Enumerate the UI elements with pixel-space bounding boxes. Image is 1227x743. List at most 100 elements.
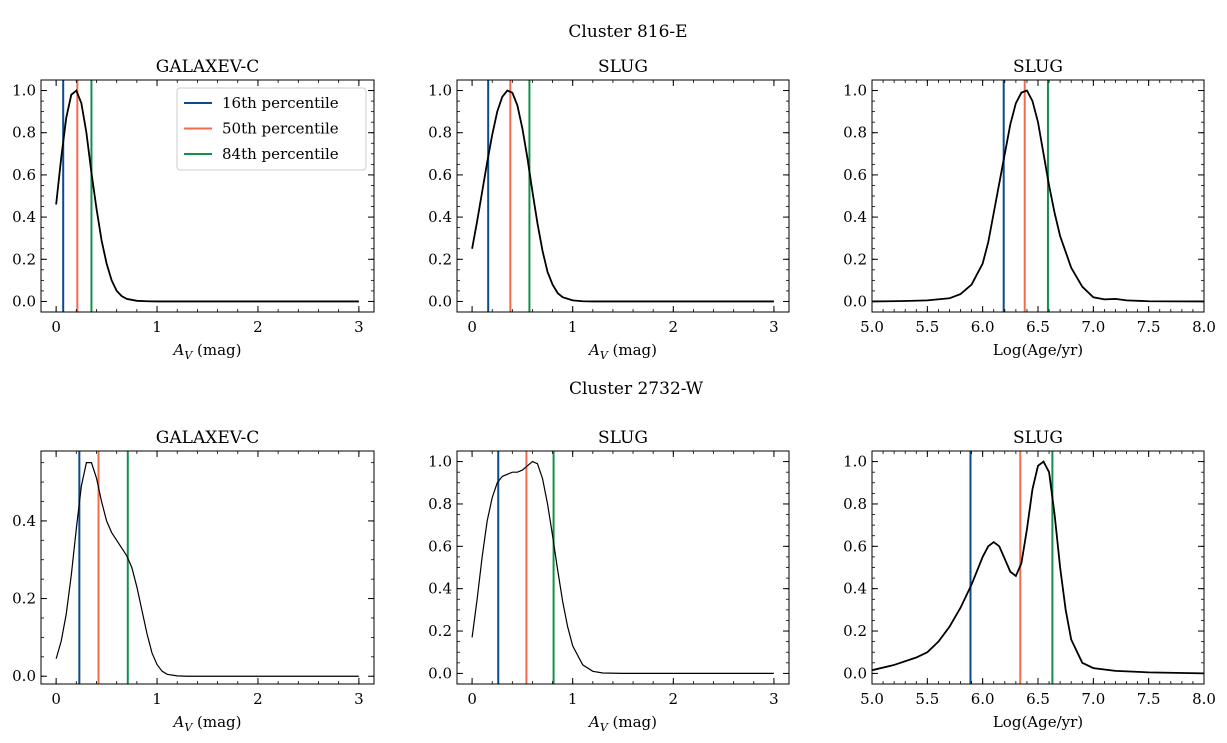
x-tick-label: 1 xyxy=(152,318,162,336)
y-tick-label: 0.0 xyxy=(428,292,452,310)
legend-label-p16: 16th percentile xyxy=(222,94,339,112)
subplot-title: GALAXEV-C xyxy=(156,428,259,448)
y-tick-label: 0.8 xyxy=(12,124,36,142)
x-tick-label: 2 xyxy=(669,318,679,336)
y-tick-label: 1.0 xyxy=(428,453,452,471)
axes-frame xyxy=(456,450,790,685)
plot-grid: GALAXEV-C 0 1 2 3 0.0 0.2 0.4 0.6 0.8 1.0 AV (mag) 1… xyxy=(12,57,1216,734)
pdf-curve xyxy=(55,89,359,303)
y-tick-label: 0.6 xyxy=(428,537,452,555)
pdf-curve xyxy=(471,89,774,303)
x-axis-label: AV (mag) xyxy=(171,713,241,734)
subplot-5: SLUG 0 1 2 3 0.0 0.2 0.4 0.6 0.8 1.0 AV (mag) xyxy=(428,428,790,734)
y-tick-label: 0.4 xyxy=(428,208,452,226)
y-tick-label: 0.6 xyxy=(12,166,36,184)
x-tick-label: 7.0 xyxy=(1081,318,1105,336)
axes-frame xyxy=(871,450,1205,685)
x-tick-label: 2 xyxy=(253,318,263,336)
x-tick-label: 6.5 xyxy=(1026,318,1050,336)
subplot-4: GALAXEV-C 0 1 2 3 0.0 0.2 0.4 AV (mag) xyxy=(12,428,375,734)
y-tick-label: 0.4 xyxy=(843,208,867,226)
subplot-title: SLUG xyxy=(1013,57,1063,77)
y-tick-label: 0.2 xyxy=(428,622,452,640)
y-tick-label: 0.2 xyxy=(843,622,867,640)
x-tick-label: 0 xyxy=(51,690,61,708)
legend: 16th percentile 50th percentile 84th perce… xyxy=(176,87,367,171)
y-tick-label: 0.8 xyxy=(428,124,452,142)
y-tick-label: 0.4 xyxy=(12,512,36,530)
subplot-3: SLUG 5.0 5.5 6.0 6.5 7.0 7.5 8.0 0.0 0.2 0.4 0.6 0.8… xyxy=(843,57,1216,359)
y-tick-label: 1.0 xyxy=(12,82,36,100)
x-tick-label: 6.0 xyxy=(971,690,995,708)
x-tick-label: 3 xyxy=(354,318,364,336)
pdf-curve xyxy=(471,460,774,675)
y-tick-label: 1.0 xyxy=(843,82,867,100)
y-tick-label: 0.2 xyxy=(12,250,36,268)
x-tick-label: 8.0 xyxy=(1192,318,1216,336)
x-tick-label: 6.0 xyxy=(971,318,995,336)
x-tick-label: 0 xyxy=(467,690,477,708)
subplot-1: GALAXEV-C 0 1 2 3 0.0 0.2 0.4 0.6 0.8 1.0 AV (mag) 1… xyxy=(12,57,375,362)
pdf-curve xyxy=(872,89,1204,303)
row-title-cluster-2732-w: Cluster 2732-W xyxy=(569,379,704,399)
x-tick-label: 1 xyxy=(568,318,578,336)
subplot-title: SLUG xyxy=(598,428,648,448)
axes-frame xyxy=(456,79,790,313)
y-tick-label: 0.6 xyxy=(843,166,867,184)
y-tick-label: 0.8 xyxy=(428,495,452,513)
axes-frame xyxy=(40,450,375,685)
axes-frame xyxy=(871,79,1205,313)
x-tick-label: 1 xyxy=(568,690,578,708)
y-tick-label: 0.0 xyxy=(12,667,36,685)
x-tick-label: 6.5 xyxy=(1026,690,1050,708)
pdf-curve xyxy=(55,462,359,677)
legend-label-p50: 50th percentile xyxy=(222,120,339,138)
x-tick-label: 0 xyxy=(467,318,477,336)
x-tick-label: 8.0 xyxy=(1192,690,1216,708)
x-axis-label: AV (mag) xyxy=(587,341,657,362)
x-axis-label: Log(Age/yr) xyxy=(993,713,1083,731)
subplot-title: SLUG xyxy=(1013,428,1063,448)
subplot-6: SLUG 5.0 5.5 6.0 6.5 7.0 7.5 8.0 0.0 0.2 0.4 0.6 0.8… xyxy=(843,428,1216,731)
y-tick-label: 0.6 xyxy=(428,166,452,184)
x-tick-label: 5.0 xyxy=(860,690,884,708)
y-tick-label: 0.0 xyxy=(843,292,867,310)
y-tick-label: 0.0 xyxy=(428,664,452,682)
y-tick-label: 1.0 xyxy=(843,453,867,471)
y-tick-label: 0.0 xyxy=(843,664,867,682)
legend-label-p84: 84th percentile xyxy=(222,145,339,163)
x-tick-label: 2 xyxy=(253,690,263,708)
x-axis-label: AV (mag) xyxy=(587,713,657,734)
pdf-curve xyxy=(872,460,1204,675)
subplot-title: SLUG xyxy=(598,57,648,77)
x-tick-label: 7.0 xyxy=(1081,690,1105,708)
y-tick-label: 0.6 xyxy=(843,537,867,555)
y-tick-label: 0.2 xyxy=(12,590,36,608)
x-tick-label: 3 xyxy=(354,690,364,708)
x-axis-label: AV (mag) xyxy=(171,341,241,362)
y-tick-label: 0.4 xyxy=(843,580,867,598)
legend-frame xyxy=(176,87,367,171)
x-tick-label: 2 xyxy=(669,690,679,708)
x-tick-label: 7.5 xyxy=(1137,318,1161,336)
y-tick-label: 0.4 xyxy=(12,208,36,226)
subplot-2: SLUG 0 1 2 3 0.0 0.2 0.4 0.6 0.8 1.0 AV (mag) xyxy=(428,57,790,362)
y-tick-label: 0.2 xyxy=(428,250,452,268)
x-tick-label: 5.5 xyxy=(915,690,939,708)
x-tick-label: 0 xyxy=(51,318,61,336)
y-tick-label: 0.4 xyxy=(428,580,452,598)
x-tick-label: 5.0 xyxy=(860,318,884,336)
y-tick-label: 0.8 xyxy=(843,495,867,513)
row-title-cluster-816-e: Cluster 816-E xyxy=(568,22,687,42)
x-tick-label: 1 xyxy=(152,690,162,708)
y-tick-label: 0.0 xyxy=(12,292,36,310)
y-tick-label: 0.8 xyxy=(843,124,867,142)
y-tick-label: 1.0 xyxy=(428,82,452,100)
y-tick-label: 0.2 xyxy=(843,250,867,268)
x-tick-label: 3 xyxy=(769,690,779,708)
x-tick-label: 3 xyxy=(769,318,779,336)
x-tick-label: 5.5 xyxy=(915,318,939,336)
x-tick-label: 7.5 xyxy=(1137,690,1161,708)
subplot-title: GALAXEV-C xyxy=(156,57,259,77)
